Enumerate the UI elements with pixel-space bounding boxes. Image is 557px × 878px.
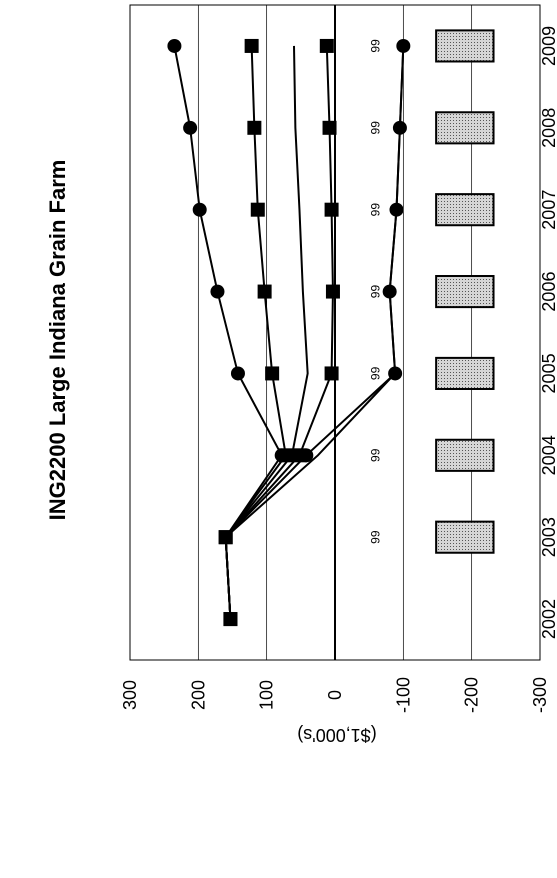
data-point (230, 366, 245, 381)
bar-data-label: 99 (368, 203, 382, 217)
data-point (322, 120, 337, 135)
data-point (265, 366, 280, 381)
y-tick-label: -200 (462, 677, 482, 713)
y-tick-label: -300 (530, 677, 550, 713)
y-axis-label-group: ($1,000's) (297, 725, 376, 745)
data-point (299, 448, 314, 463)
x-axis-ticks: 2002 2003 2004 2005 2006 2007 2008 2009 (539, 26, 557, 639)
bar-data-label: 99 (368, 366, 382, 380)
bar (435, 193, 495, 227)
bar-series: 99 99 99 99 99 99 99 (368, 29, 495, 554)
y-axis-label: ($1,000's) (297, 725, 376, 745)
x-tick-label: 2002 (539, 599, 557, 639)
data-point (324, 202, 339, 217)
x-tick-label: 2005 (539, 353, 557, 393)
data-point (167, 38, 182, 53)
x-tick-label: 2007 (539, 190, 557, 230)
y-tick-label: 200 (188, 680, 208, 710)
data-point (247, 120, 262, 135)
x-tick-label: 2003 (539, 517, 557, 557)
y-tick-label: -100 (393, 677, 413, 713)
data-point (244, 38, 259, 53)
chart-title-group: ING2200 Large Indiana Grain Farm (45, 160, 70, 521)
bar-data-label: 99 (368, 39, 382, 53)
chart-title: ING2200 Large Indiana Grain Farm (45, 160, 70, 521)
data-point (192, 202, 207, 217)
bar-data-label: 99 (368, 448, 382, 462)
y-tick-label: 0 (325, 690, 345, 700)
bar (435, 111, 495, 145)
y-tick-label: 100 (257, 680, 277, 710)
bar (435, 520, 495, 554)
plot-frame (129, 4, 541, 661)
x-tick-label: 2008 (539, 108, 557, 148)
line-series (167, 38, 411, 627)
bar (435, 275, 495, 309)
data-point (210, 284, 225, 299)
x-tick-label: 2004 (539, 435, 557, 475)
bar (435, 438, 495, 472)
bar (435, 356, 495, 390)
y-axis-ticks: 300 200 100 0 -100 -200 -300 (120, 677, 550, 713)
data-point (324, 366, 339, 381)
data-point (319, 38, 334, 53)
bar (435, 29, 495, 63)
data-point (250, 202, 265, 217)
data-point (183, 120, 198, 135)
bar-data-label: 99 (368, 530, 382, 544)
bar-data-label: 99 (368, 121, 382, 135)
bar-data-label: 99 (368, 285, 382, 299)
x-tick-label: 2006 (539, 272, 557, 312)
x-tick-label: 2009 (539, 26, 557, 66)
y-tick-label: 300 (120, 680, 140, 710)
series-line (224, 45, 405, 620)
data-point (325, 284, 340, 299)
data-point (257, 284, 272, 299)
